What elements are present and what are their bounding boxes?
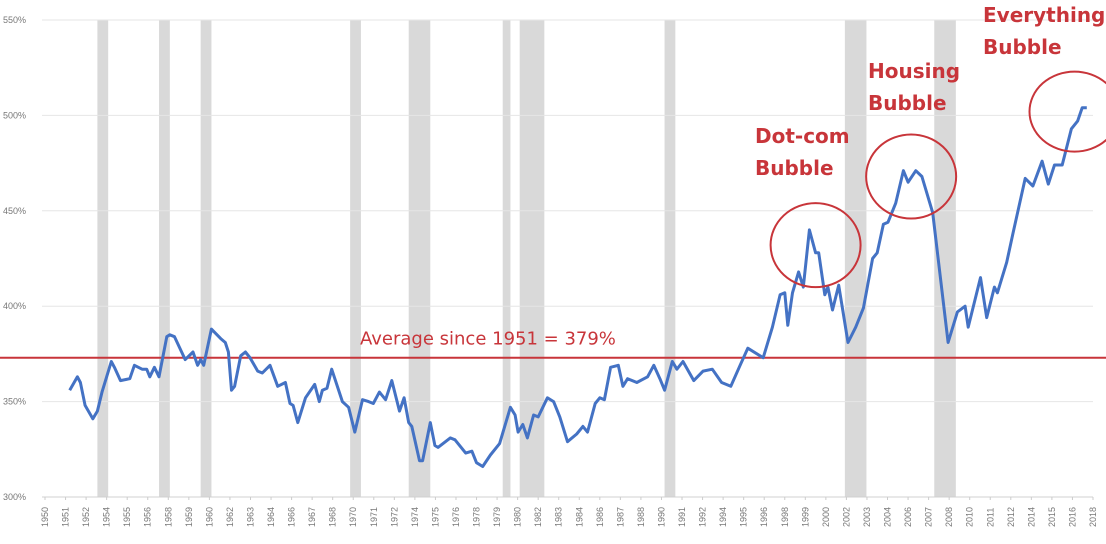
annotation-circle [865,133,958,220]
x-tick-label: 2018 [1088,507,1098,527]
y-tick-label: 400% [3,301,26,311]
x-tick-label: 1992 [698,507,708,527]
y-axis: 300% 350% 400% 450% 500% 550% [3,15,26,502]
y-tick-label: 550% [3,15,26,25]
x-tick-label: 1964 [266,507,276,527]
x-tick-label: 1998 [780,507,790,527]
x-tick-label: 1987 [615,507,625,527]
x-tick-label: 1971 [369,507,379,527]
x-tick-label: 1962 [225,507,235,527]
x-tick-label: 1979 [492,507,502,527]
x-tick-label: 1999 [800,507,810,527]
x-tick-label: 1982 [533,507,543,527]
x-tick-label: 2002 [841,507,851,527]
x-tick-label: 1976 [451,507,461,527]
y-tick-label: 500% [3,110,26,120]
x-tick-label: 1955 [122,507,132,527]
recession-band [200,20,212,497]
x-tick-label: 2016 [1067,507,1077,527]
x-tick-label: 1970 [348,507,358,527]
annotation-text: Everything [983,3,1105,27]
annotation-circle [1028,70,1106,153]
recession-band [934,20,956,497]
annotation-text: Bubble [983,35,1062,59]
x-tick-label: 1990 [656,507,666,527]
recession-band [844,20,867,497]
average-label: Average since 1951 = 379% [360,329,616,350]
recession-band [664,20,676,497]
gridlines [42,19,1093,498]
annotation-text: Dot-com [755,124,850,148]
x-tick-label: 1968 [328,507,338,527]
recession-bands [97,20,956,497]
x-tick-label: 2006 [903,507,913,527]
x-tick-label: 1960 [204,507,214,527]
x-tick-label: 2008 [944,507,954,527]
x-tick-label: 2000 [821,507,831,527]
x-tick-label: 1980 [513,507,523,527]
y-tick-label: 450% [3,206,26,216]
x-tick-label: 1978 [472,507,482,527]
series-line [68,106,1087,468]
x-tick-label: 1996 [759,507,769,527]
x-tick-label: 1991 [677,507,687,527]
x-tick-label: 1963 [245,507,255,527]
y-tick-label: 300% [3,492,26,502]
x-axis: 1950 1951 1952 1954 1955 1956 1958 1959 1960 1962… [40,497,1098,527]
x-tick-label: 1967 [307,507,317,527]
x-tick-label: 2010 [965,507,975,527]
annotation-text: Bubble [868,91,947,115]
annotation-circle [769,202,862,289]
x-tick-label: 2003 [862,507,872,527]
x-tick-label: 1956 [143,507,153,527]
x-tick-label: 1986 [595,507,605,527]
x-tick-label: 1972 [389,507,399,527]
x-tick-label: 1959 [184,507,194,527]
x-tick-label: 2012 [1006,507,1016,527]
recession-band [97,20,109,497]
x-tick-label: 1994 [718,507,728,527]
x-tick-label: 2014 [1026,507,1036,527]
recession-band [502,20,511,497]
x-tick-label: 1954 [102,507,112,527]
x-tick-label: 1952 [81,507,91,527]
annotations: Dot-com Bubble Housing Bubble Everything Bubb… [755,3,1106,289]
x-tick-label: 1951 [61,507,71,527]
x-tick-label: 1995 [739,507,749,527]
recession-band [159,20,170,497]
annotation-text: Bubble [755,156,834,180]
y-tick-label: 350% [3,397,26,407]
x-tick-label: 1975 [430,507,440,527]
x-tick-label: 2007 [924,507,934,527]
x-tick-label: 1988 [636,507,646,527]
x-tick-label: 1966 [287,507,297,527]
x-tick-label: 2015 [1047,507,1057,527]
x-tick-label: 1983 [554,507,564,527]
x-tick-label: 2004 [883,507,893,527]
x-tick-label: 1950 [40,507,50,527]
x-tick-label: 1958 [163,507,173,527]
annotation-text: Housing [868,59,960,83]
x-tick-label: 2011 [985,508,995,527]
x-tick-label: 1974 [410,507,420,527]
recession-band [350,20,361,497]
recession-band [408,20,431,497]
x-tick-label: 1984 [574,507,584,527]
